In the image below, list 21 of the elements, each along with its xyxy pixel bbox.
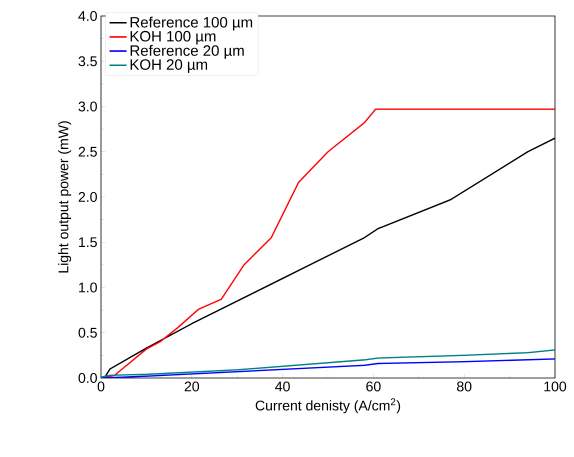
x-tick-label: 80 <box>457 382 472 392</box>
legend-label: Reference 100 µm <box>130 16 252 31</box>
y-tick-label: 3.5 <box>78 56 97 66</box>
x-tick-label: 60 <box>366 382 381 392</box>
y-tick-label: 0.0 <box>78 373 97 383</box>
x-tick-label: 20 <box>184 382 200 392</box>
x-axis-title: Current denisty (A/cm$^{2}$) <box>256 398 400 414</box>
y-axis-title: Light output power (mW) <box>58 121 72 272</box>
y-tick-label: 4.0 <box>78 11 97 21</box>
y-tick-label: 2.0 <box>78 192 97 202</box>
y-tick-label: 1.5 <box>79 237 97 248</box>
legend-label: KOH 20 µm <box>130 59 208 73</box>
y-tick-label: 1.0 <box>79 282 97 292</box>
x-tick-label: 100 <box>544 382 566 392</box>
x-tick-label: 0 <box>98 382 104 392</box>
legend-label: KOH 100 µm <box>130 30 216 45</box>
x-tick-label: 40 <box>275 382 290 392</box>
y-tick-label: 3.0 <box>78 102 97 112</box>
y-tick-label: 0.5 <box>78 328 97 338</box>
y-tick-label: 2.5 <box>78 146 97 157</box>
legend-label: Reference 20 µm <box>130 44 244 59</box>
